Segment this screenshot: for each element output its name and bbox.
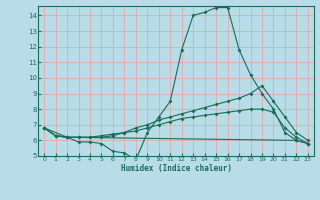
X-axis label: Humidex (Indice chaleur): Humidex (Indice chaleur) — [121, 164, 231, 173]
